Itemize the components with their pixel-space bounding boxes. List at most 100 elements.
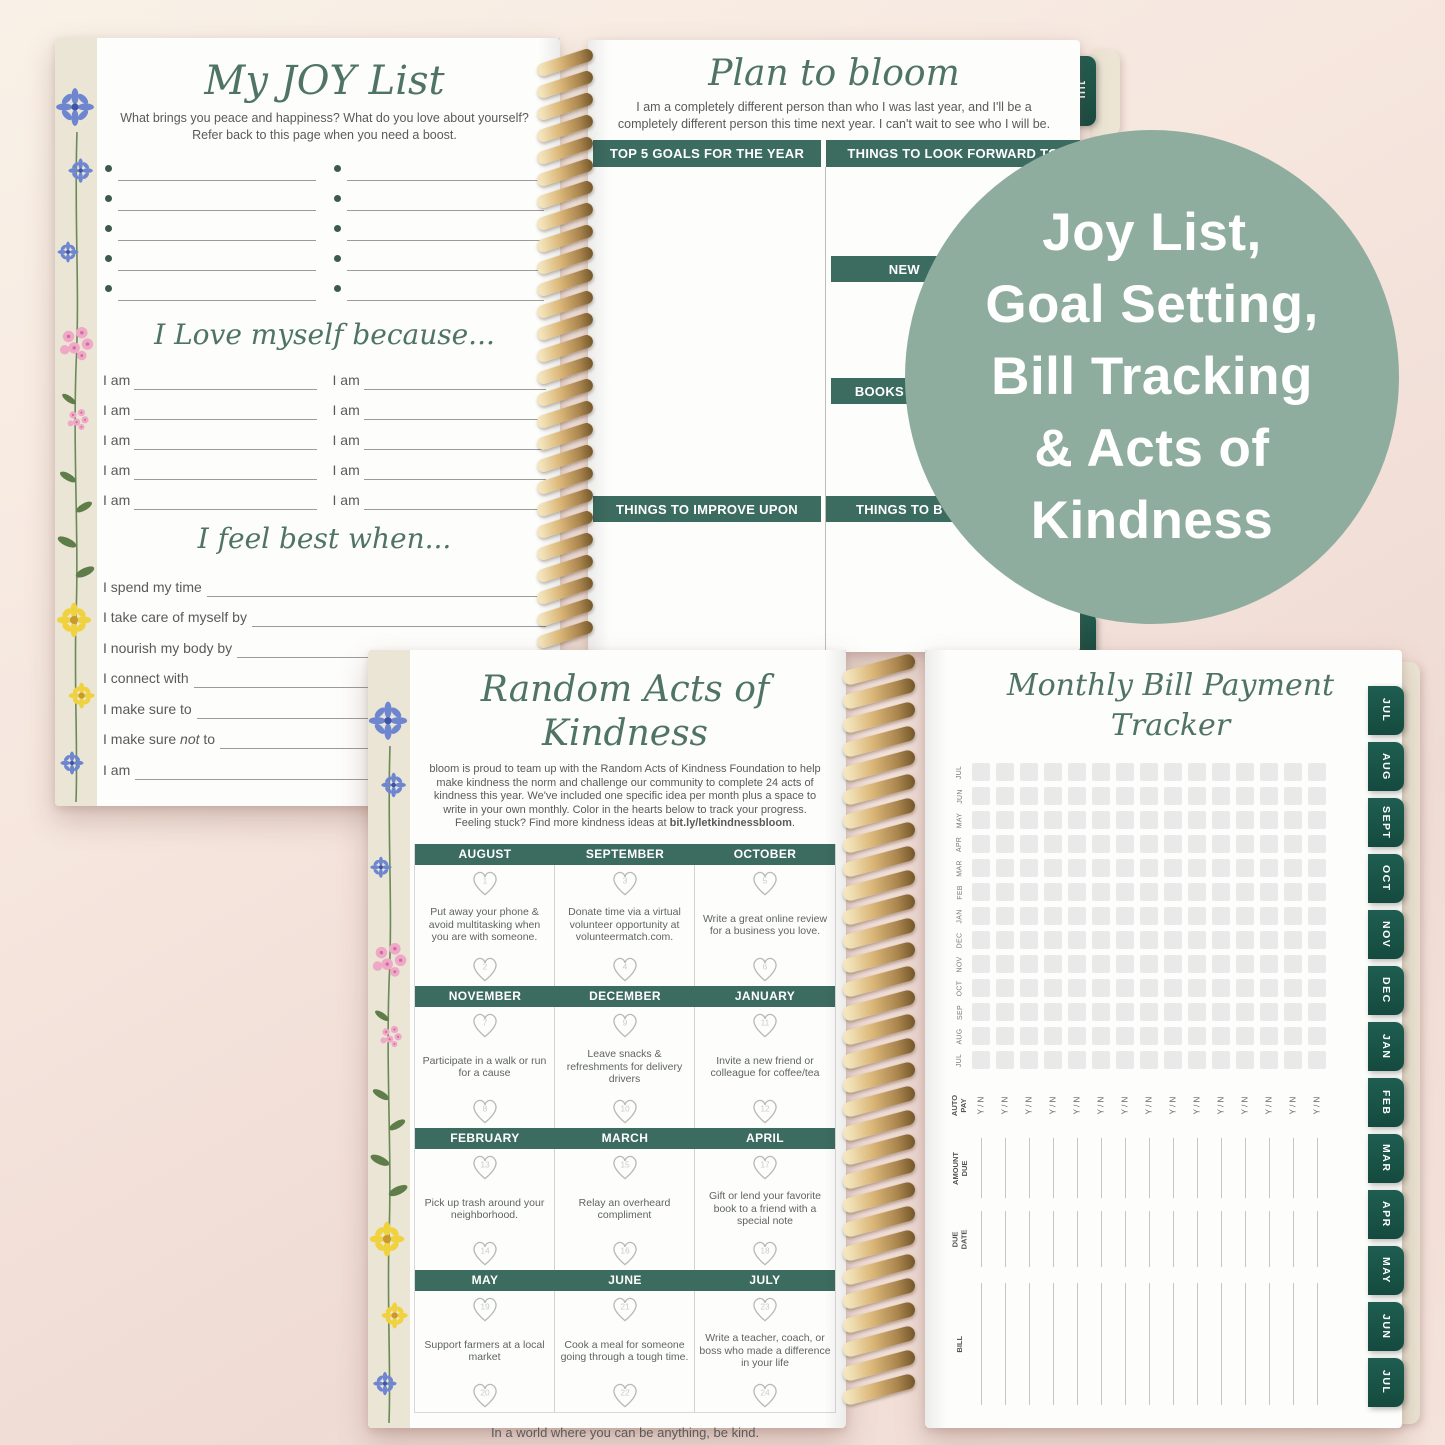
svg-text:15: 15 <box>620 1159 630 1169</box>
write-line <box>1244 1138 1246 1198</box>
month-header-row: NOVEMBER DECEMBER JANUARY <box>415 985 835 1007</box>
grid-square <box>1284 883 1302 901</box>
grid-square <box>972 931 990 949</box>
kindness-idea: Cook a meal for someone going through a … <box>560 1338 689 1364</box>
grid-square <box>1188 979 1206 997</box>
write-line <box>1220 1283 1222 1405</box>
month-tab-label: MAY <box>1380 1257 1392 1284</box>
grid-square <box>1044 907 1062 925</box>
write-line <box>1148 1211 1150 1267</box>
intro-line: kindness this year. We've included one s… <box>433 790 817 802</box>
svg-text:5: 5 <box>763 875 768 885</box>
grid-square <box>996 883 1014 901</box>
month-header: OCTOBER <box>733 847 797 861</box>
grid-square <box>1020 811 1038 829</box>
section-header-goals: TOP 5 GOALS FOR THE YEAR <box>593 140 821 167</box>
month-tab-label: JUL <box>1380 1370 1392 1395</box>
svg-text:22: 22 <box>620 1387 630 1397</box>
grid-square <box>1092 883 1110 901</box>
grid-square <box>972 811 990 829</box>
grid-square <box>1116 835 1134 853</box>
write-line-cell <box>1089 1283 1113 1405</box>
write-line <box>1244 1211 1246 1267</box>
grid-square <box>1020 883 1038 901</box>
section-title-feel: I feel best when... <box>197 522 452 555</box>
svg-text:23: 23 <box>760 1301 770 1311</box>
svg-text:14: 14 <box>480 1245 490 1255</box>
write-line <box>1292 1211 1294 1267</box>
month-tab-label: NOV <box>1380 920 1392 949</box>
grid-square <box>1284 931 1302 949</box>
month-cell: 11 Invite a new friend or colleague for c… <box>695 1007 835 1128</box>
write-line-cell <box>1137 1138 1161 1198</box>
grid-square <box>1068 1051 1086 1069</box>
i-am-label: I am <box>332 492 360 508</box>
grid-square <box>1044 955 1062 973</box>
floral-border-strip <box>55 38 97 806</box>
write-line-cell <box>1065 1211 1089 1267</box>
month-tab-label: JAN <box>1380 1033 1392 1060</box>
grid-square <box>1140 907 1158 925</box>
write-line-cell <box>1233 1283 1257 1405</box>
grid-square <box>1116 763 1134 781</box>
write-line-cell <box>1137 1283 1161 1405</box>
grid-square <box>1164 835 1182 853</box>
heart-outline: 1 <box>472 871 497 896</box>
spiral-coil-top <box>535 47 595 650</box>
month-tab-may: MAY <box>1368 1246 1404 1295</box>
month-tab-mar: MAR <box>1368 1134 1404 1183</box>
month-header: JULY <box>749 1273 781 1287</box>
month-tab-jul: JUL <box>1368 686 1404 735</box>
section-label: DUE DATE <box>950 1229 969 1249</box>
grid-square <box>1116 859 1134 877</box>
bullet-dot <box>333 225 341 232</box>
write-line <box>980 1138 982 1198</box>
month-header: APRIL <box>746 1131 784 1145</box>
month-header: AUGUST <box>458 847 512 861</box>
grid-square <box>1188 955 1206 973</box>
grid-square <box>1164 859 1182 877</box>
grid-square <box>1212 763 1230 781</box>
grid-square <box>1068 763 1086 781</box>
bullet-dot <box>105 255 112 262</box>
write-line <box>1316 1138 1318 1198</box>
grid-square <box>1164 1051 1182 1069</box>
grid-square <box>1236 979 1254 997</box>
write-line <box>1028 1283 1030 1405</box>
grid-square <box>1068 835 1086 853</box>
grid-square <box>1188 931 1206 949</box>
intro-line: bloom is proud to team up with the Rando… <box>429 763 821 775</box>
bullet-dot <box>333 165 341 172</box>
i-am-label: I am <box>332 462 360 478</box>
heart-outline: 21 <box>612 1297 637 1322</box>
grid-square <box>1236 835 1254 853</box>
write-line <box>1004 1211 1006 1267</box>
month-tab-label: DEC <box>1380 977 1392 1004</box>
grid-square <box>1188 1027 1206 1045</box>
kindness-page: Random Acts of Kindness bloom is proud t… <box>368 650 846 1440</box>
write-line-cell <box>1257 1138 1281 1198</box>
write-line <box>1052 1138 1054 1198</box>
due-date-row: DUE DATE <box>951 1208 1390 1270</box>
grid-square <box>996 1003 1014 1021</box>
month-row-label: SEP <box>956 1004 964 1020</box>
grid-square <box>996 1051 1014 1069</box>
section-header-improve: THINGS TO IMPROVE UPON <box>593 496 821 522</box>
grid-square <box>1188 787 1206 805</box>
grid-square <box>1068 955 1086 973</box>
write-line <box>363 399 546 420</box>
kindness-idea: Gift or lend your favorite book to a fri… <box>708 1190 822 1228</box>
joy-list-line <box>332 156 547 186</box>
write-line-cell <box>969 1211 993 1267</box>
heart-outline: 23 <box>753 1297 777 1322</box>
grid-square <box>1116 907 1134 925</box>
month-header: NOVEMBER <box>448 989 522 1003</box>
write-line-cell <box>1185 1138 1209 1198</box>
write-line-cell <box>1161 1283 1185 1405</box>
grid-square <box>972 883 990 901</box>
grid-square <box>1092 763 1110 781</box>
section-title-love: I Love myself because... <box>154 318 495 351</box>
heart-outline: 3 <box>612 871 637 896</box>
svg-text:6: 6 <box>763 961 768 971</box>
